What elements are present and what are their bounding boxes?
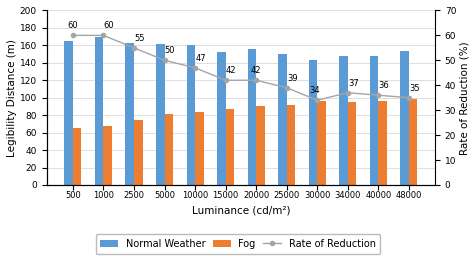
Bar <box>256 106 265 185</box>
Rate of Reduction <box>376 94 381 97</box>
Bar <box>348 102 357 185</box>
Rate of Reduction <box>223 79 228 82</box>
Text: 42: 42 <box>226 66 237 75</box>
Bar <box>195 112 204 185</box>
Text: 60: 60 <box>104 22 114 30</box>
Text: 37: 37 <box>348 79 359 88</box>
Bar <box>103 126 112 185</box>
Rate of Reduction <box>314 99 320 102</box>
Bar <box>308 60 317 185</box>
Bar <box>317 101 326 185</box>
Rate of Reduction <box>406 96 412 99</box>
Y-axis label: Legibility Distance (m): Legibility Distance (m) <box>7 39 17 157</box>
Rate of Reduction <box>100 34 106 37</box>
Rate of Reduction <box>192 66 198 69</box>
Text: 39: 39 <box>287 74 298 83</box>
Text: 35: 35 <box>409 84 420 93</box>
Y-axis label: Rate of Reduction (%): Rate of Reduction (%) <box>459 41 469 155</box>
Rate of Reduction <box>131 46 137 49</box>
Line: Rate of Reduction: Rate of Reduction <box>71 33 411 102</box>
Rate of Reduction <box>70 34 76 37</box>
Bar <box>226 109 234 185</box>
Bar <box>400 51 409 185</box>
Bar <box>95 37 103 185</box>
Text: 47: 47 <box>195 54 206 63</box>
Bar <box>134 120 142 185</box>
Text: 42: 42 <box>251 66 261 75</box>
Text: 60: 60 <box>68 22 78 30</box>
Bar <box>339 56 348 185</box>
Bar <box>370 56 378 185</box>
Bar <box>217 52 226 185</box>
Bar <box>248 49 256 185</box>
Bar <box>278 54 287 185</box>
X-axis label: Luminance (cd/m²): Luminance (cd/m²) <box>192 206 290 216</box>
Rate of Reduction <box>284 86 289 89</box>
Bar <box>73 128 81 185</box>
Rate of Reduction <box>162 59 168 62</box>
Rate of Reduction <box>253 79 259 82</box>
Bar <box>126 43 134 185</box>
Rate of Reduction <box>345 91 351 94</box>
Bar <box>64 41 73 185</box>
Bar <box>409 99 417 185</box>
Bar <box>287 105 295 185</box>
Bar <box>156 44 165 185</box>
Text: 36: 36 <box>378 81 389 90</box>
Text: 55: 55 <box>134 34 145 43</box>
Bar <box>187 45 195 185</box>
Bar <box>378 101 387 185</box>
Text: 34: 34 <box>309 86 320 95</box>
Bar <box>165 114 173 185</box>
Legend: Normal Weather, Fog, Rate of Reduction: Normal Weather, Fog, Rate of Reduction <box>96 234 380 254</box>
Text: 50: 50 <box>165 46 175 55</box>
